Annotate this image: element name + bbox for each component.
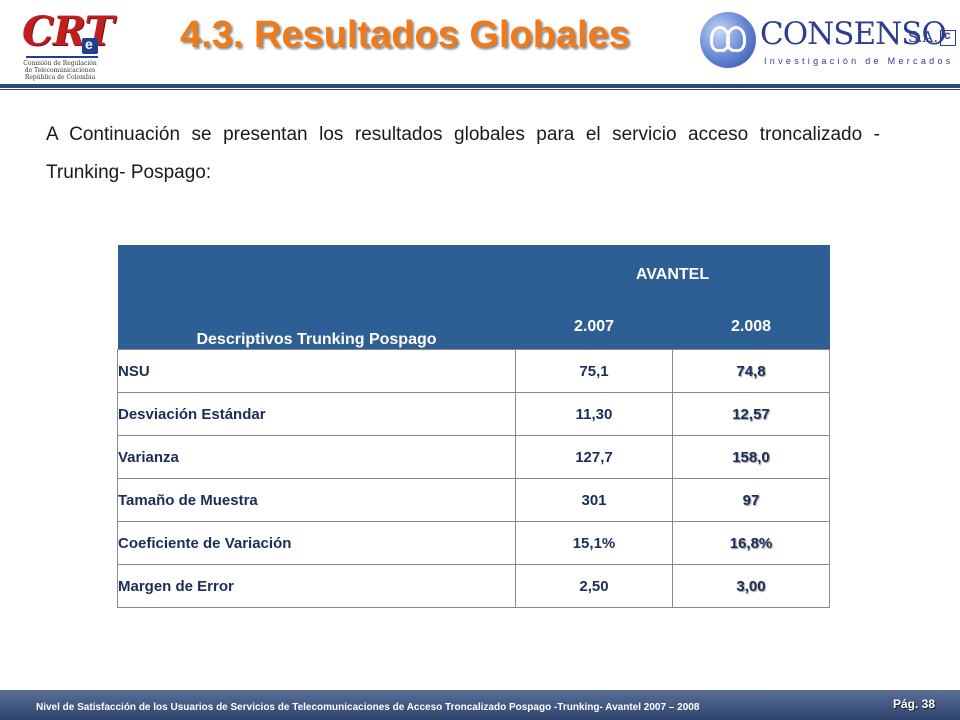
- footer-bar: [0, 690, 960, 720]
- row-header-cell: Descriptivos Trunking Pospago: [117, 245, 516, 350]
- consenso-logo-name: CONSENSO: [760, 16, 947, 52]
- value-2007: 15,1%: [515, 521, 673, 565]
- results-table: Descriptivos Trunking Pospago AVANTEL 2.…: [117, 245, 830, 608]
- row-label: Desviación Estándar: [117, 392, 516, 436]
- row-label: Margen de Error: [117, 564, 516, 608]
- value-2007: 11,30: [515, 392, 673, 436]
- consenso-logo: CONSENSO S.A. Investigación de Mercados: [700, 10, 956, 78]
- header-divider-thin: [0, 89, 960, 90]
- header-divider: [0, 84, 960, 88]
- group-header-cell: AVANTEL: [515, 245, 830, 305]
- table-row: Margen de Error 2,50 3,00: [117, 564, 830, 608]
- value-2008: 16,8%: [672, 521, 830, 565]
- table-row: Varianza 127,7 158,0: [117, 435, 830, 479]
- value-2007: 127,7: [515, 435, 673, 479]
- page-number: Pág. 38: [893, 697, 936, 711]
- table-row: Desviación Estándar 11,30 12,57: [117, 392, 830, 436]
- value-2008: 74,8: [672, 349, 830, 393]
- year-header-2007: 2.007: [515, 305, 673, 350]
- copyright-icon: [940, 28, 956, 46]
- crt-logo-subtitle: Comisión de Regulación de Telecomunicaci…: [23, 60, 97, 81]
- consenso-people-icon: [700, 12, 756, 68]
- value-2007: 301: [515, 478, 673, 522]
- value-2008: 3,00: [672, 564, 830, 608]
- table-row: NSU 75,1 74,8: [117, 349, 830, 393]
- row-label: NSU: [117, 349, 516, 393]
- page-title: 4.3. Resultados Globales: [180, 14, 630, 56]
- crt-e-icon: [82, 36, 98, 54]
- row-label: Varianza: [117, 435, 516, 479]
- value-2007: 2,50: [515, 564, 673, 608]
- crt-logo-divider: [26, 56, 98, 58]
- table-row: Tamaño de Muestra 301 97: [117, 478, 830, 522]
- year-header-2008: 2.008: [672, 305, 830, 350]
- value-2007: 75,1: [515, 349, 673, 393]
- footer-text: Nivel de Satisfacción de los Usuarios de…: [36, 702, 700, 713]
- value-2008: 97: [672, 478, 830, 522]
- crt-logo: CRT Comisión de Regulación de Telecomuni…: [10, 8, 114, 82]
- value-2008: 12,57: [672, 392, 830, 436]
- row-label: Tamaño de Muestra: [117, 478, 516, 522]
- consenso-logo-suffix: S.A.: [908, 28, 939, 46]
- row-label: Coeficiente de Variación: [117, 521, 516, 565]
- intro-paragraph: A Continuación se presentan los resultad…: [46, 124, 880, 183]
- value-2008: 158,0: [672, 435, 830, 479]
- consenso-logo-tagline: Investigación de Mercados: [764, 56, 954, 66]
- crt-logo-mark: CRT: [22, 8, 114, 55]
- table-row: Coeficiente de Variación 15,1% 16,8%: [117, 521, 830, 565]
